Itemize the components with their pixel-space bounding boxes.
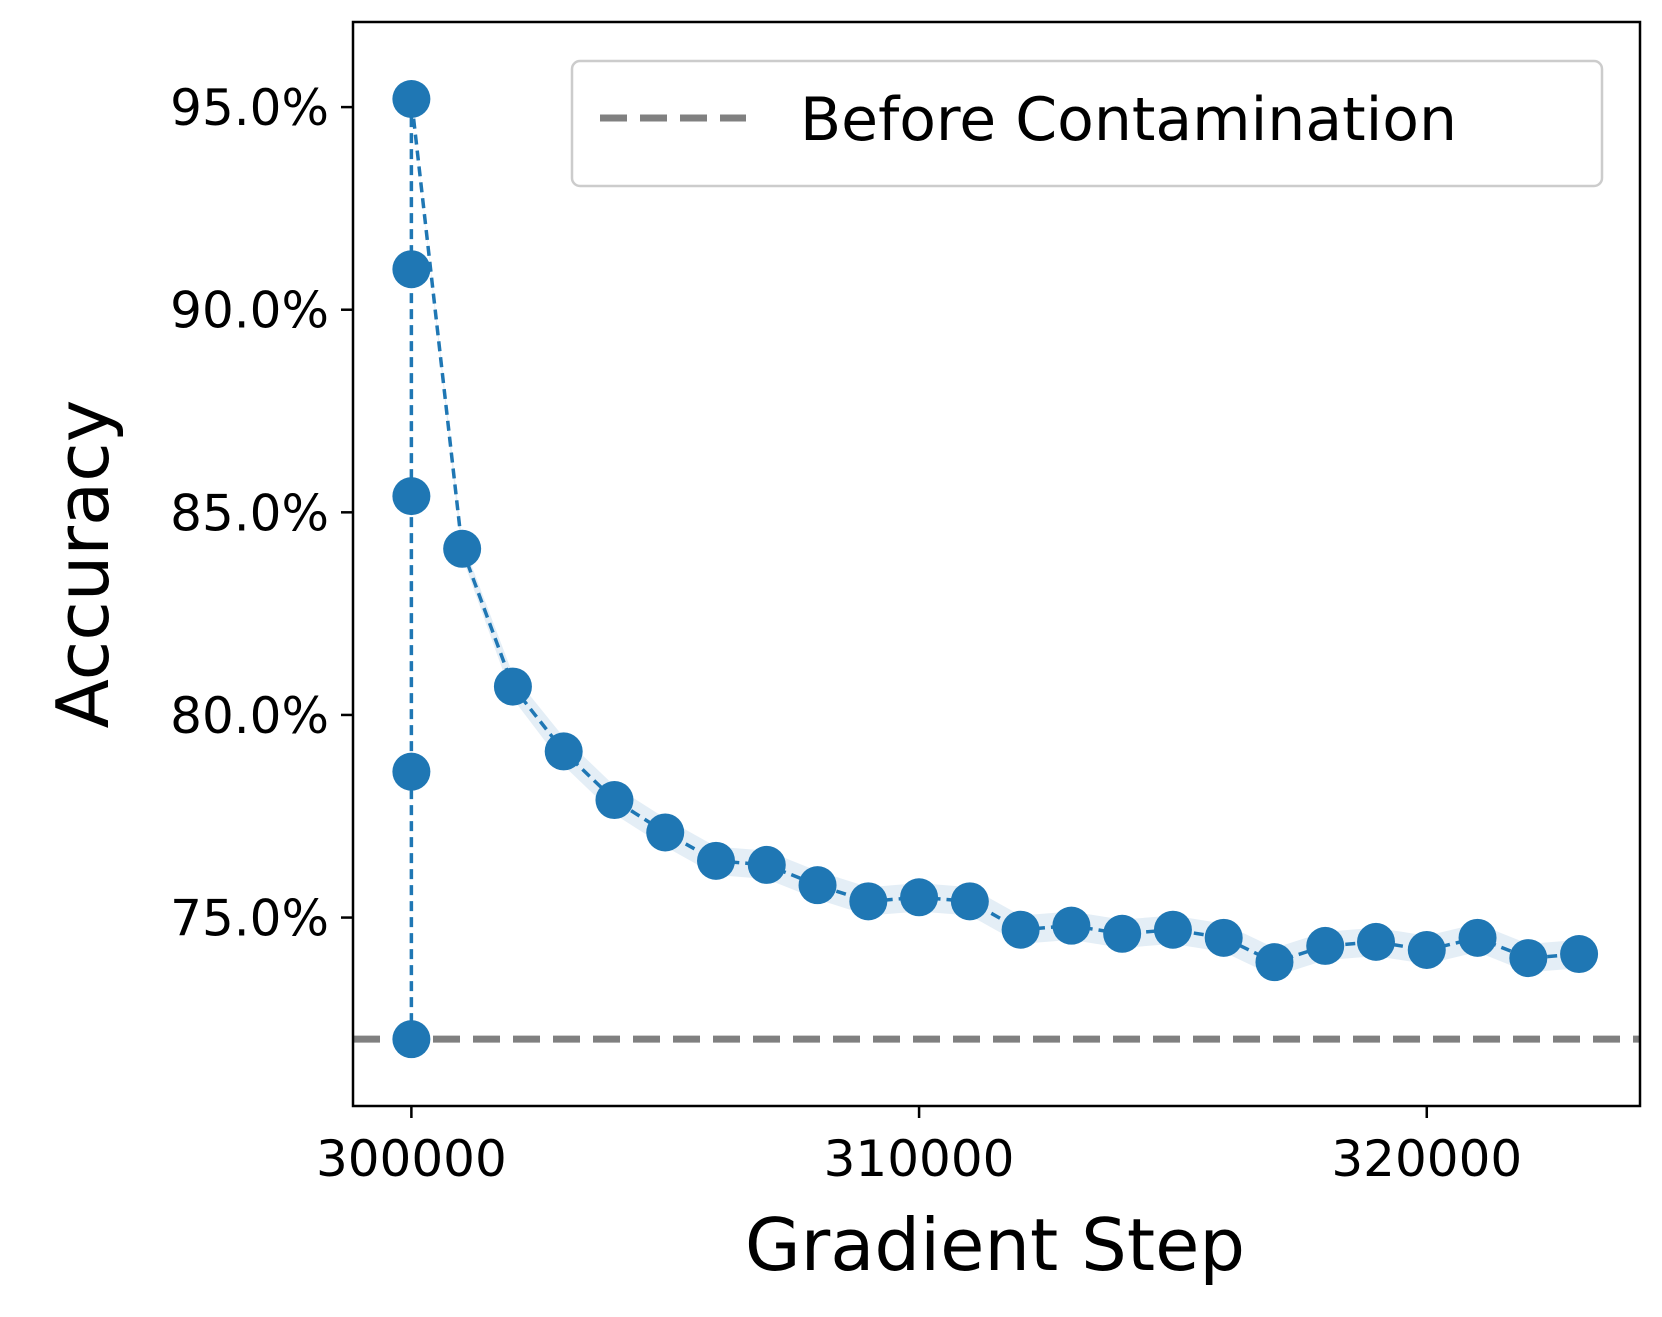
y-tick-label: 85.0% xyxy=(170,484,329,542)
x-tick-label: 320000 xyxy=(1331,1130,1522,1188)
plot-area xyxy=(353,79,1640,1059)
data-point xyxy=(493,667,532,706)
data-point xyxy=(900,878,939,917)
legend: Before Contamination xyxy=(570,59,1604,188)
axes: 300000 310000 320000 75.0% 80.0% 85.0% 90.0% 95… xyxy=(170,20,1642,1188)
data-point xyxy=(849,882,888,921)
y-tick-label: 90.0% xyxy=(170,282,329,340)
y-tick-label: 95.0% xyxy=(170,79,329,137)
data-point xyxy=(1255,943,1294,982)
data-point xyxy=(1204,918,1243,957)
data-point xyxy=(950,882,989,921)
data-point xyxy=(595,781,634,820)
data-point xyxy=(1357,922,1395,961)
data-point xyxy=(443,529,482,568)
plot-frame xyxy=(351,20,1642,1108)
x-tick-label: 310000 xyxy=(824,1130,1015,1188)
data-point xyxy=(392,1020,431,1059)
x-axis-title: Gradient Step xyxy=(745,1203,1245,1287)
data-point xyxy=(544,732,583,771)
data-point xyxy=(697,841,735,880)
series-line xyxy=(409,98,1580,1040)
data-point xyxy=(1153,910,1192,949)
data-point xyxy=(1407,930,1446,969)
y-tick-label: 80.0% xyxy=(170,687,329,745)
data-point xyxy=(798,866,837,905)
legend-box xyxy=(570,59,1604,188)
data-point xyxy=(747,845,786,884)
data-point xyxy=(392,752,431,791)
y-tick-label: 75.0% xyxy=(170,890,329,948)
data-point xyxy=(1560,935,1599,974)
legend-label: Before Contamination xyxy=(800,85,1457,155)
x-tick-label: 300000 xyxy=(316,1130,507,1188)
data-point xyxy=(1001,910,1040,949)
data-point xyxy=(1103,914,1142,953)
data-point xyxy=(392,477,431,516)
data-point xyxy=(1306,926,1345,965)
data-point xyxy=(646,813,685,852)
data-point xyxy=(1458,918,1497,957)
data-point xyxy=(1509,939,1548,978)
data-point xyxy=(1052,906,1091,945)
data-point xyxy=(392,79,431,118)
y-axis-title: Accuracy xyxy=(41,400,125,729)
data-point xyxy=(392,250,431,289)
